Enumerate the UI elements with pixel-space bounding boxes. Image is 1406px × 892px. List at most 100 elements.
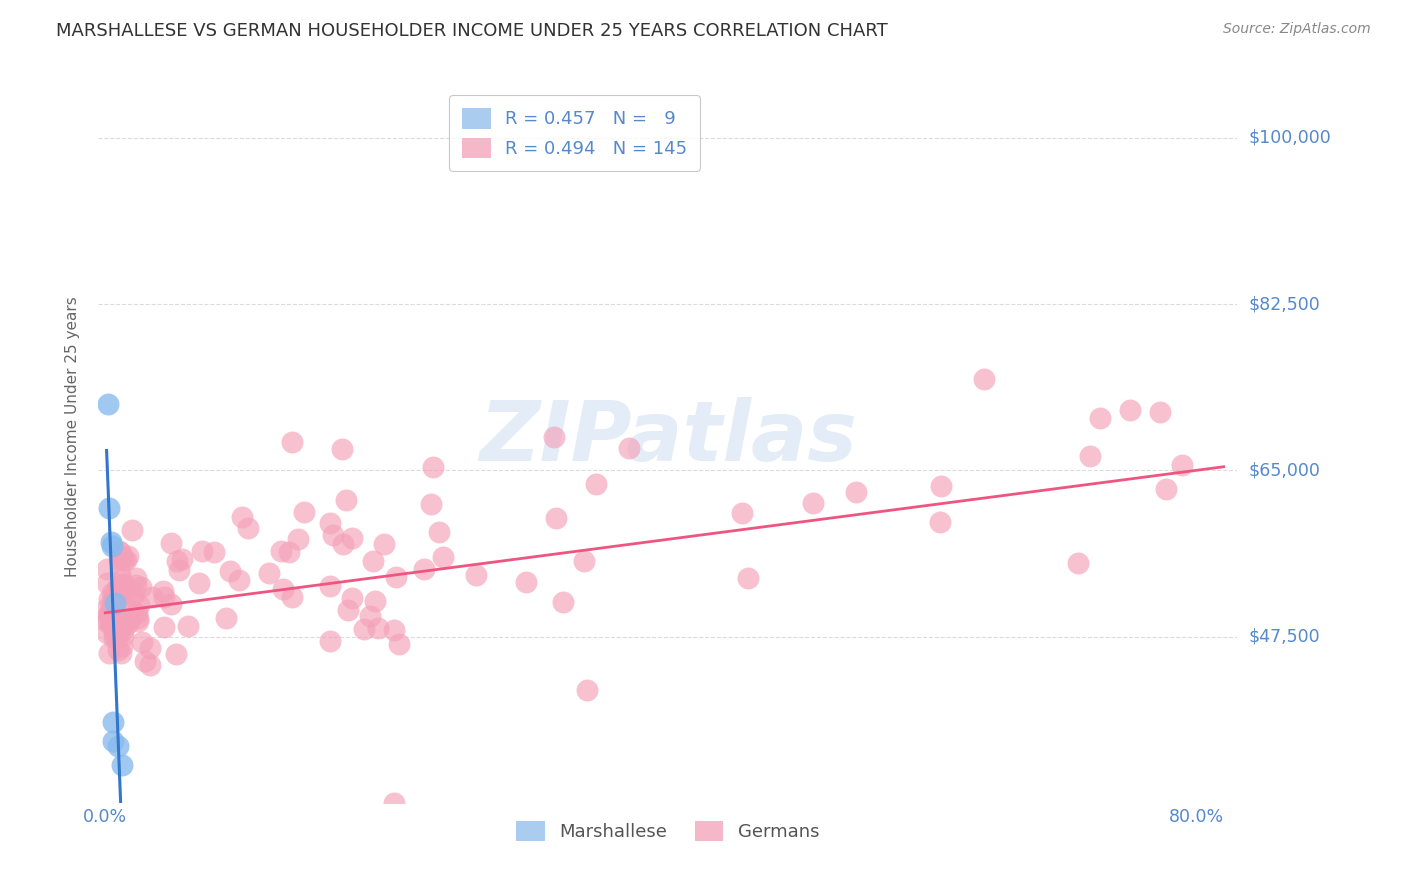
Point (322, 528, 344, 542)
Point (101, 597, 124, 611)
Point (737, 571, 759, 585)
Point (335, 493, 357, 508)
Point (340, 591, 363, 606)
Point (121, 523, 143, 537)
Point (167, 563, 190, 577)
Point (101, 599, 124, 613)
Point (96, 601, 118, 615)
Point (100, 610, 122, 624)
Point (107, 581, 129, 595)
Point (170, 552, 193, 566)
Point (108, 552, 131, 566)
Point (122, 589, 145, 603)
Point (1067, 556, 1090, 570)
Point (98, 501, 121, 516)
Legend: Marshallese, Germans: Marshallese, Germans (509, 814, 827, 848)
Point (139, 641, 162, 656)
Text: MARSHALLESE VS GERMAN HOUSEHOLDER INCOME UNDER 25 YEARS CORRELATION CHART: MARSHALLESE VS GERMAN HOUSEHOLDER INCOME… (56, 22, 889, 40)
Point (160, 536, 183, 550)
Point (342, 532, 364, 546)
Point (104, 612, 127, 626)
Point (384, 796, 406, 810)
Point (105, 632, 128, 646)
Point (427, 525, 450, 540)
Point (353, 622, 375, 636)
Point (801, 496, 824, 510)
Point (121, 608, 143, 623)
Point (281, 590, 304, 604)
Point (1149, 404, 1171, 418)
Point (543, 430, 565, 444)
Point (384, 570, 406, 584)
Point (319, 516, 342, 531)
Point (585, 477, 607, 491)
Point (110, 589, 132, 603)
Point (97, 607, 120, 622)
Point (141, 590, 163, 604)
Point (97, 646, 120, 660)
Point (124, 571, 146, 585)
Point (112, 623, 135, 637)
Point (191, 544, 214, 558)
Point (127, 614, 149, 628)
Point (575, 683, 598, 698)
Point (361, 554, 384, 568)
Point (1080, 449, 1102, 463)
Point (111, 576, 134, 591)
Point (139, 658, 162, 673)
Point (110, 566, 132, 581)
Point (96, 615, 118, 630)
Point (100, 534, 122, 549)
Point (101, 539, 124, 553)
Point (1154, 482, 1177, 496)
Point (110, 573, 132, 587)
Point (104, 596, 127, 610)
Point (845, 485, 868, 500)
Point (101, 592, 124, 607)
Point (929, 516, 952, 530)
Point (107, 624, 129, 638)
Y-axis label: Householder Income Under 25 years: Householder Income Under 25 years (65, 297, 80, 577)
Point (271, 582, 294, 597)
Point (117, 549, 139, 563)
Point (187, 576, 209, 591)
Point (103, 734, 125, 748)
Point (103, 631, 125, 645)
Point (330, 442, 353, 456)
Text: Source: ZipAtlas.com: Source: ZipAtlas.com (1223, 22, 1371, 37)
Point (107, 643, 129, 657)
Point (730, 506, 752, 520)
Point (127, 611, 149, 625)
Point (1090, 410, 1112, 425)
Point (215, 611, 238, 625)
Point (96, 626, 118, 640)
Point (281, 435, 304, 450)
Point (617, 442, 640, 456)
Point (422, 460, 444, 475)
Text: $82,500: $82,500 (1249, 295, 1320, 313)
Point (464, 568, 486, 582)
Point (166, 554, 188, 568)
Point (105, 581, 128, 595)
Point (103, 622, 125, 636)
Point (118, 612, 141, 626)
Point (332, 537, 354, 551)
Point (152, 583, 174, 598)
Point (259, 566, 281, 581)
Point (107, 739, 129, 753)
Point (105, 590, 128, 604)
Point (544, 511, 567, 525)
Point (231, 509, 253, 524)
Point (112, 552, 135, 566)
Point (287, 532, 309, 546)
Point (111, 551, 134, 566)
Point (104, 618, 127, 632)
Point (367, 621, 389, 635)
Point (117, 617, 139, 632)
Point (388, 637, 411, 651)
Point (96, 612, 118, 626)
Point (103, 590, 125, 604)
Point (125, 607, 148, 621)
Point (1171, 458, 1194, 473)
Point (97, 592, 120, 607)
